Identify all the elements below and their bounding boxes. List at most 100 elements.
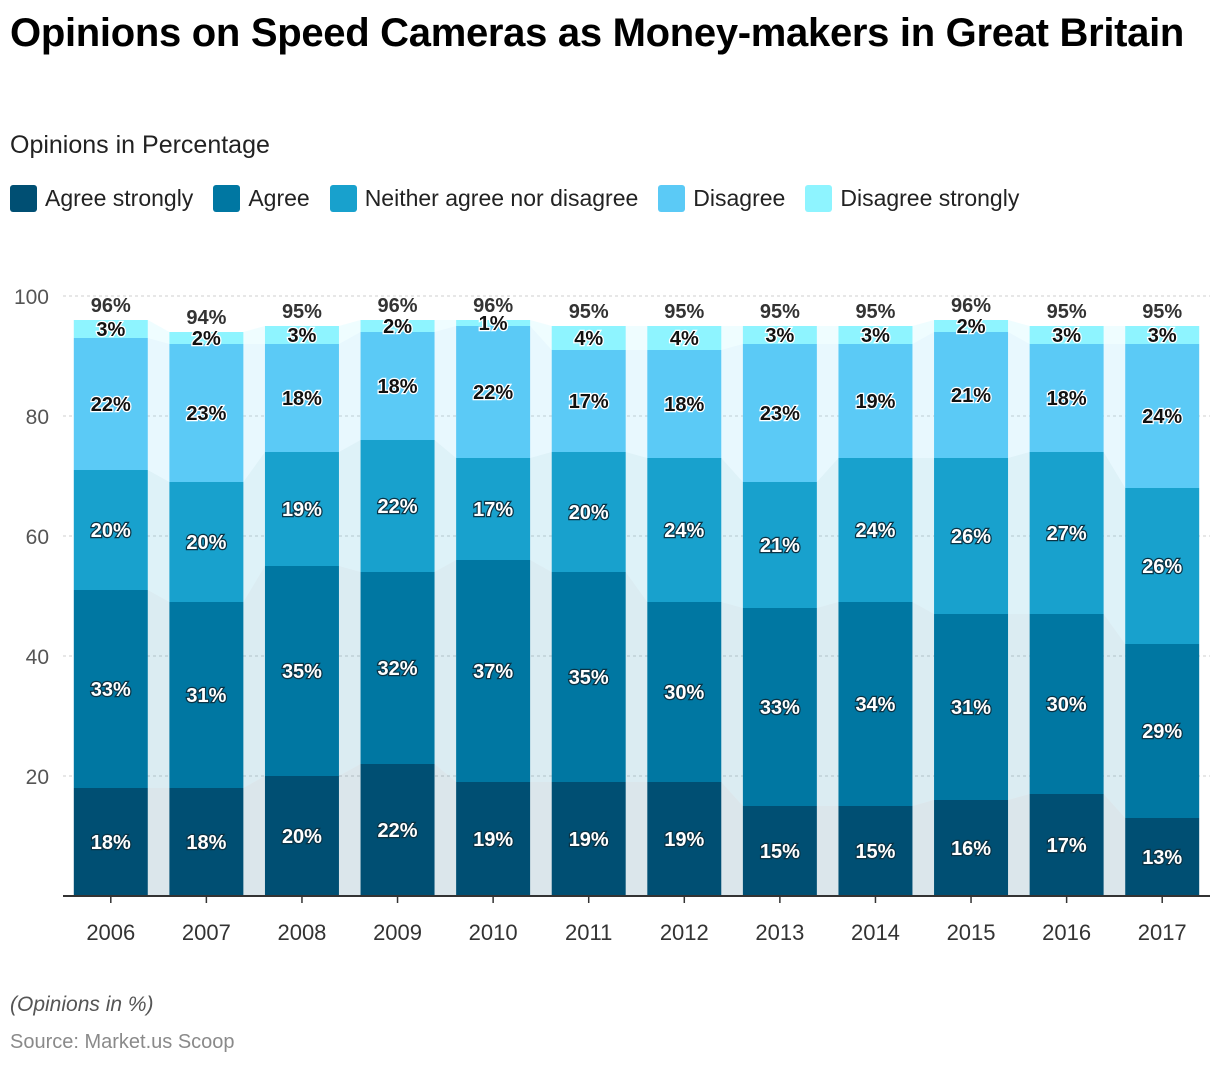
data-label: 19% [473, 829, 513, 851]
connector-band [338, 320, 361, 344]
data-label: 26% [951, 526, 991, 548]
data-label: 32% [378, 658, 418, 680]
bar-segment-neither-agree-nor-disagree-2012 [647, 458, 722, 602]
data-label: 18% [282, 388, 322, 410]
data-label: 2% [383, 316, 412, 338]
connector-band [243, 326, 265, 344]
data-label: 19% [569, 829, 609, 851]
bar-segment-neither-agree-nor-disagree-2008 [264, 452, 339, 566]
bar-segment-agree-2014 [838, 602, 913, 806]
data-label: 37% [473, 661, 513, 683]
legend-label: Disagree strongly [840, 185, 1020, 211]
data-label: 20% [186, 532, 226, 554]
bar-segment-disagree-strongly-2012 [647, 326, 722, 350]
connector-band [912, 332, 935, 458]
x-tick-label: 2016 [1042, 920, 1091, 945]
data-label: 19% [664, 829, 704, 851]
data-label: 31% [951, 697, 991, 719]
connector-band [625, 326, 648, 350]
bar-segment-agree-strongly-2012 [647, 782, 722, 896]
data-label: 33% [760, 697, 800, 719]
bar-segment-disagree-strongly-2017 [1125, 326, 1200, 344]
data-label: 19% [855, 391, 895, 413]
connector-band [147, 470, 170, 602]
connector-band [243, 452, 265, 602]
connector-band [1103, 452, 1126, 644]
legend-item-agree-strongly: Agree strongly [10, 185, 193, 212]
total-label: 95% [282, 301, 322, 323]
connector-band [816, 344, 839, 482]
data-label: 16% [951, 838, 991, 860]
y-tick-label: 80 [26, 406, 49, 429]
connector-band [243, 776, 265, 896]
bar-segment-agree-2012 [647, 602, 722, 782]
bar-segment-agree-2007 [169, 602, 244, 788]
connector-band [434, 764, 457, 896]
x-tick-label: 2012 [660, 920, 709, 945]
bar-segment-disagree-strongly-2016 [1029, 326, 1104, 344]
legend-label: Agree [248, 185, 310, 211]
connector-band [530, 452, 552, 572]
data-label: 24% [855, 520, 895, 542]
connector-band [816, 458, 839, 608]
x-tick-label: 2011 [565, 920, 612, 945]
bar-segment-agree-strongly-2007 [169, 788, 244, 896]
data-label: 18% [186, 832, 226, 854]
data-label: 22% [473, 382, 513, 404]
bar-segment-agree-strongly-2009 [360, 764, 435, 896]
bar-segment-disagree-strongly-2009 [360, 320, 435, 332]
bar-segment-disagree-strongly-2006 [73, 320, 148, 338]
bar-segment-disagree-strongly-2010 [456, 320, 531, 326]
connector-band [721, 326, 743, 350]
data-label: 17% [473, 499, 513, 521]
legend: Agree strongly Agree Neither agree nor dis… [10, 185, 1039, 212]
data-label: 20% [282, 826, 322, 848]
bar-segment-disagree-2011 [551, 350, 626, 452]
legend-swatch [10, 185, 37, 212]
bar-segment-disagree-2006 [73, 338, 148, 470]
data-label: 1% [479, 313, 508, 335]
y-tick-label: 100 [14, 286, 49, 309]
total-label: 94% [186, 307, 226, 329]
total-label: 95% [1047, 301, 1087, 323]
connector-band [530, 326, 552, 458]
legend-label: Agree strongly [45, 185, 194, 211]
bar-segment-disagree-strongly-2007 [169, 332, 244, 344]
connector-band [721, 344, 743, 482]
connector-band [1008, 614, 1030, 800]
data-label: 3% [288, 325, 317, 347]
x-tick-label: 2015 [947, 920, 996, 945]
data-label: 23% [760, 403, 800, 425]
data-label: 3% [96, 319, 125, 341]
connector-band [530, 560, 552, 782]
data-label: 19% [282, 499, 322, 521]
bar-segment-disagree-2012 [647, 350, 722, 458]
bar-segment-neither-agree-nor-disagree-2009 [360, 440, 435, 572]
chart-title: Opinions on Speed Cameras as Money-maker… [10, 11, 1185, 55]
bar-segment-neither-agree-nor-disagree-2007 [169, 482, 244, 602]
legend-item-agree: Agree [213, 185, 310, 212]
bar-segment-disagree-strongly-2014 [838, 326, 913, 344]
connector-band [147, 788, 170, 896]
bar-segment-neither-agree-nor-disagree-2016 [1029, 452, 1104, 614]
bar-segment-agree-2017 [1125, 644, 1200, 818]
bar-segment-disagree-2009 [360, 332, 435, 440]
bar-segment-agree-strongly-2006 [73, 788, 148, 896]
bar-segment-agree-strongly-2011 [551, 782, 626, 896]
bar-segment-agree-2013 [742, 608, 817, 806]
legend-swatch [329, 185, 357, 212]
bar-segment-agree-2010 [456, 560, 531, 782]
total-label: 95% [1142, 301, 1182, 323]
connector-band [1103, 794, 1126, 896]
bar-segment-agree-strongly-2008 [264, 776, 339, 896]
data-label: 29% [1142, 721, 1182, 743]
bar-segment-agree-strongly-2016 [1029, 794, 1104, 896]
legend-swatch [213, 185, 241, 212]
total-label: 95% [855, 301, 895, 323]
data-label: 30% [664, 682, 704, 704]
bar-segment-disagree-2010 [456, 326, 531, 458]
x-tick-label: 2014 [851, 920, 900, 945]
connector-band [147, 338, 170, 482]
connector-band [912, 800, 935, 896]
bar-segment-agree-strongly-2015 [934, 800, 1009, 896]
